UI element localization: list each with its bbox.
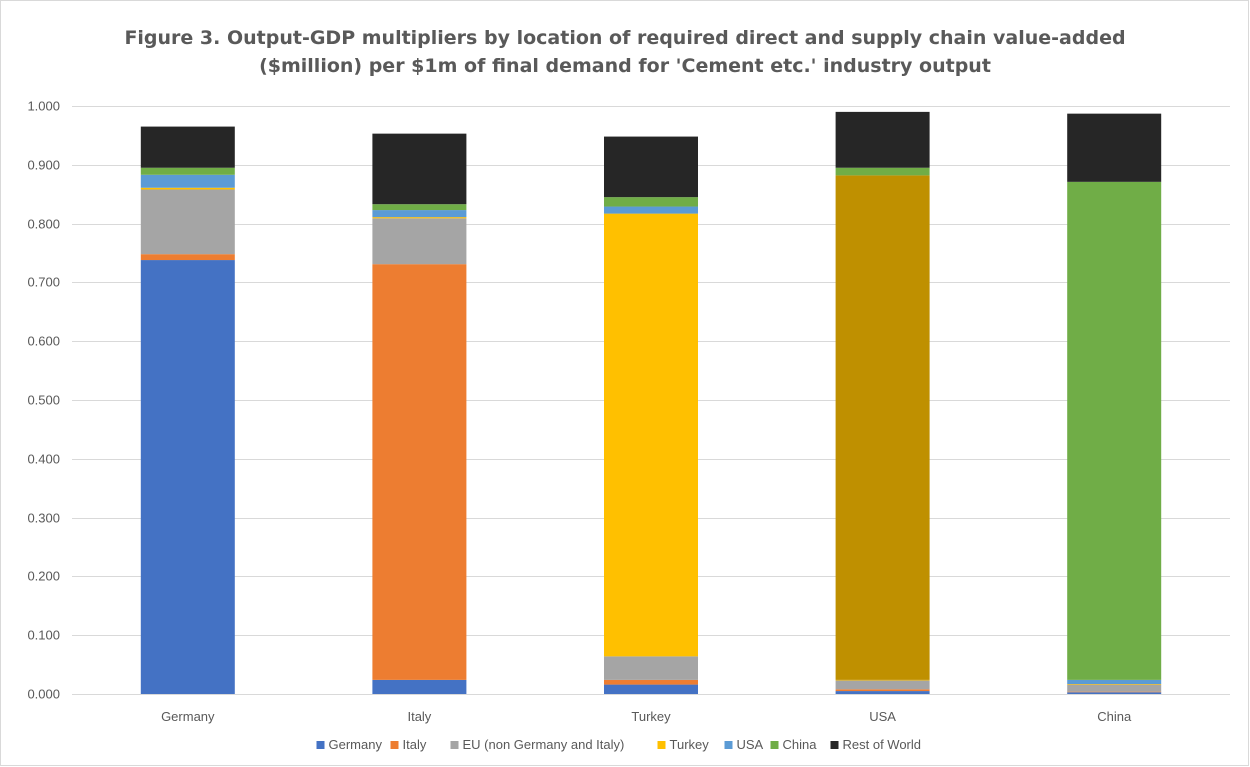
legend-swatch-eu-non-germany-and-italy: [450, 741, 459, 749]
bar-china-turkey: [1067, 684, 1162, 685]
y-tick-label: 0.000: [27, 687, 60, 702]
legend-label-turkey: Turkey: [670, 737, 710, 752]
x-tick-label: USA: [869, 709, 896, 724]
bar-germany-turkey: [140, 187, 235, 190]
y-tick-label: 0.200: [27, 569, 60, 584]
x-tick-label: Turkey: [631, 709, 671, 724]
y-tick-label: 1.000: [27, 99, 60, 114]
y-tick-label: 0.700: [27, 275, 60, 290]
bar-germany-usa: [140, 174, 235, 188]
bar-china-china: [1067, 181, 1162, 680]
legend-label-rest-of-world: Rest of World: [843, 737, 922, 752]
bar-usa-china: [835, 167, 930, 176]
bar-china-italy: [1067, 691, 1162, 693]
bar-usa-usa: [835, 175, 930, 680]
bar-usa-germany: [835, 691, 930, 694]
bar-italy-usa: [372, 210, 467, 218]
x-tick-label: China: [1097, 709, 1132, 724]
legend-swatch-usa: [724, 741, 733, 749]
bar-usa-rest-of-world: [835, 111, 930, 168]
bar-italy-italy: [372, 264, 467, 680]
legend-label-italy: Italy: [403, 737, 427, 752]
bar-germany-china: [140, 167, 235, 175]
y-tick-label: 0.800: [27, 217, 60, 232]
bar-turkey-eu-non-germany-and-italy: [604, 656, 698, 680]
bar-usa-turkey: [835, 679, 930, 681]
bar-turkey-rest-of-world: [604, 136, 698, 198]
y-tick-label: 0.600: [27, 334, 60, 349]
y-tick-label: 0.100: [27, 628, 60, 643]
bar-italy-rest-of-world: [372, 133, 467, 205]
y-tick-label: 0.500: [27, 393, 60, 408]
bar-turkey-germany: [604, 684, 698, 694]
bar-china-germany: [1067, 692, 1162, 694]
chart-title: Figure 3. Output-GDP multipliers by loca…: [0, 24, 1250, 80]
bar-germany-germany: [140, 260, 235, 694]
y-tick-label: 0.300: [27, 511, 60, 526]
legend-label-usa: USA: [737, 737, 764, 752]
legend-label-germany: Germany: [329, 737, 383, 752]
bar-turkey-china: [604, 197, 698, 207]
bar-turkey-italy: [604, 679, 698, 685]
bar-italy-germany: [372, 679, 467, 694]
bar-germany-eu-non-germany-and-italy: [140, 189, 235, 255]
bar-italy-eu-non-germany-and-italy: [372, 218, 467, 265]
y-tick-label: 0.400: [27, 452, 60, 467]
legend-label-eu-non-germany-and-italy: EU (non Germany and Italy): [463, 737, 625, 752]
bar-turkey-turkey: [604, 213, 698, 657]
bar-italy-china: [372, 204, 467, 211]
bar-italy-turkey: [372, 217, 467, 219]
bar-turkey-usa: [604, 206, 698, 214]
legend-swatch-turkey: [657, 741, 666, 749]
chart-title-line-1: Figure 3. Output-GDP multipliers by loca…: [124, 27, 1126, 49]
chart-title-line-2: ($million) per $1m of final demand for '…: [259, 55, 991, 77]
bar-germany-italy: [140, 254, 235, 261]
y-tick-label: 0.900: [27, 158, 60, 173]
bar-china-usa: [1067, 679, 1162, 685]
bar-china-rest-of-world: [1067, 113, 1162, 182]
x-tick-label: Italy: [407, 709, 431, 724]
bar-germany-rest-of-world: [140, 126, 235, 168]
bar-usa-eu-non-germany-and-italy: [835, 680, 930, 690]
legend-label-china: China: [783, 737, 818, 752]
legend-swatch-germany: [316, 741, 325, 749]
legend-swatch-rest-of-world: [830, 741, 839, 749]
legend-swatch-china: [770, 741, 779, 749]
bar-china-eu-non-germany-and-italy: [1067, 684, 1162, 692]
x-tick-label: Germany: [161, 709, 215, 724]
legend-swatch-italy: [390, 741, 399, 749]
bar-usa-italy: [835, 689, 930, 692]
